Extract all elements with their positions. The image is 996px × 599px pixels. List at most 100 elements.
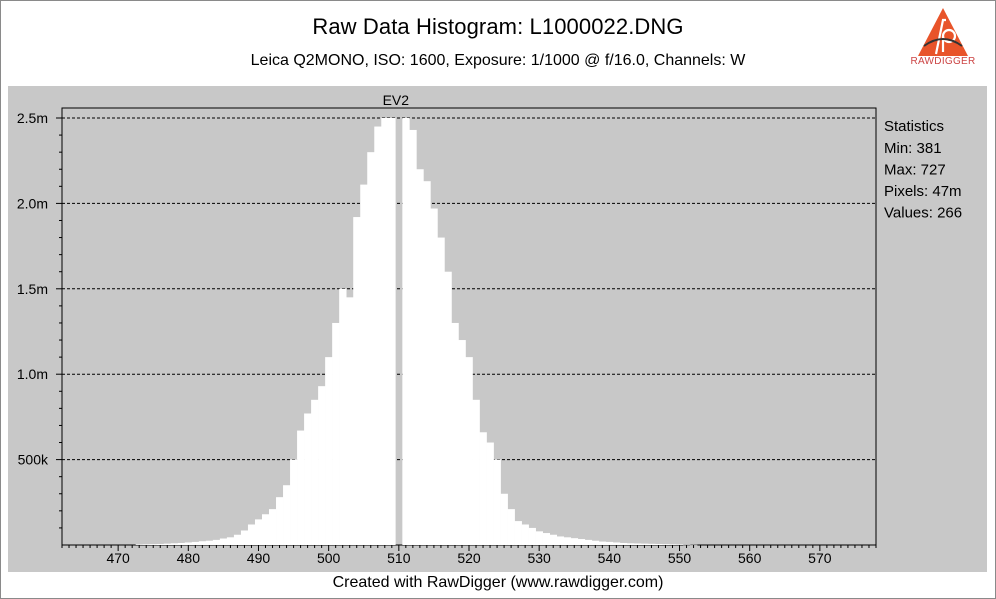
histogram-bar xyxy=(290,459,298,545)
y-tick-label: 2.0m xyxy=(17,195,48,211)
histogram-bar xyxy=(668,544,677,545)
x-tick-label: 530 xyxy=(527,550,551,566)
histogram-bar xyxy=(683,544,691,546)
histogram-bar xyxy=(233,534,242,545)
histogram-bar xyxy=(605,541,614,545)
histogram-bar xyxy=(479,432,487,545)
histogram-bar xyxy=(591,540,600,545)
statistics-line: Min: 381 xyxy=(884,140,942,157)
histogram-bar xyxy=(283,485,291,545)
histogram-bar xyxy=(332,322,340,545)
histogram-bar xyxy=(444,271,452,545)
histogram-bar xyxy=(584,539,593,545)
histogram-bar xyxy=(647,543,656,545)
histogram-bar xyxy=(388,118,396,545)
histogram-bar xyxy=(409,129,417,545)
histogram-bar xyxy=(676,544,684,545)
x-tick-label: 540 xyxy=(598,550,622,566)
histogram-bar xyxy=(170,543,179,545)
histogram-bar xyxy=(619,542,628,545)
bars-layer xyxy=(135,118,698,546)
histogram-bar xyxy=(633,543,642,545)
histogram-bar xyxy=(521,524,529,545)
statistics-line: Values: 266 xyxy=(884,205,962,222)
x-tick-label: 480 xyxy=(177,550,201,566)
histogram-bar xyxy=(149,544,158,545)
rawdigger-logo-icon xyxy=(918,8,968,56)
histogram-bar xyxy=(318,386,326,545)
histogram-bar xyxy=(177,542,186,545)
histogram-bar xyxy=(339,288,347,545)
histogram-bar xyxy=(570,538,579,545)
histogram-bar xyxy=(486,442,494,545)
histogram-bar xyxy=(416,169,424,546)
histogram-bar xyxy=(184,542,193,545)
histogram-bar xyxy=(367,152,375,545)
histogram-bar xyxy=(142,544,151,545)
histogram-bar xyxy=(402,118,410,545)
histogram-bar xyxy=(135,544,143,545)
histogram-bar xyxy=(563,537,572,545)
histogram-bar xyxy=(423,181,431,546)
x-tick-label: 570 xyxy=(808,550,832,566)
histogram-bar xyxy=(451,322,459,545)
histogram-bar xyxy=(640,543,649,545)
x-tick-label: 500 xyxy=(317,550,341,566)
histogram-bar xyxy=(212,539,221,545)
histogram-bar xyxy=(325,357,333,545)
histogram-bar xyxy=(304,413,312,545)
y-tick-label: 2.5m xyxy=(17,110,48,126)
histogram-bar xyxy=(261,514,270,545)
histogram-bar xyxy=(577,539,586,545)
chart-subtitle: Leica Q2MONO, ISO: 1600, Exposure: 1/100… xyxy=(250,52,746,69)
x-tick-label: 560 xyxy=(738,550,762,566)
y-tick-label: 500k xyxy=(18,452,49,468)
histogram-bar xyxy=(493,459,501,545)
histogram-bar xyxy=(311,399,319,545)
histogram-bar xyxy=(360,184,368,545)
y-tick-label: 1.5m xyxy=(17,281,48,297)
footer-credit: Created with RawDigger (www.rawdigger.co… xyxy=(332,574,664,591)
x-tick-label: 510 xyxy=(387,550,411,566)
x-tick-label: 520 xyxy=(457,550,481,566)
histogram-bar xyxy=(247,524,256,545)
statistics-heading: Statistics xyxy=(884,118,944,135)
x-tick-label: 470 xyxy=(106,550,130,566)
histogram-bar xyxy=(163,543,172,545)
histogram-bar xyxy=(500,493,508,545)
histogram-bar xyxy=(654,543,663,545)
histogram-bar xyxy=(374,126,382,545)
histogram-bar xyxy=(240,530,249,545)
histogram-bar xyxy=(346,297,354,545)
histogram-bar xyxy=(226,537,235,545)
histogram-bar xyxy=(437,237,445,545)
histogram-bar xyxy=(542,533,550,545)
axis-layer: 500k 1.0m 1.5m 2.0m 2.5m 470 480 490 500 510 520 53… xyxy=(17,110,877,566)
histogram-bar xyxy=(156,543,165,545)
statistics-line: Max: 727 xyxy=(884,162,946,179)
histogram-bar xyxy=(198,541,207,545)
histogram-bar xyxy=(191,541,200,545)
histogram-bar xyxy=(507,509,515,545)
histogram-bar xyxy=(219,538,228,545)
histogram-bar xyxy=(458,340,466,545)
histogram-bar xyxy=(297,430,305,545)
chart-title: Raw Data Histogram: L1000022.DNG xyxy=(312,14,684,39)
histogram-bar xyxy=(465,357,473,545)
ev-marker-label: EV2 xyxy=(383,92,410,108)
logo-text: RAWDIGGER xyxy=(910,56,976,67)
histogram-bar xyxy=(430,208,438,546)
histogram-bar xyxy=(381,118,389,545)
statistics-line: Pixels: 47m xyxy=(884,183,962,200)
statistics-panel: Statistics Min: 381 Max: 727 Pixels: 47m Val… xyxy=(884,118,962,222)
histogram-bar xyxy=(205,540,214,545)
histogram-bar xyxy=(626,543,635,545)
histogram-bar xyxy=(549,534,558,545)
histogram-bar xyxy=(514,521,522,545)
histogram-bar xyxy=(556,536,565,545)
histogram-bar xyxy=(254,519,263,545)
histogram-bar xyxy=(353,217,361,545)
y-tick-label: 1.0m xyxy=(17,366,48,382)
histogram-bar xyxy=(269,509,277,545)
